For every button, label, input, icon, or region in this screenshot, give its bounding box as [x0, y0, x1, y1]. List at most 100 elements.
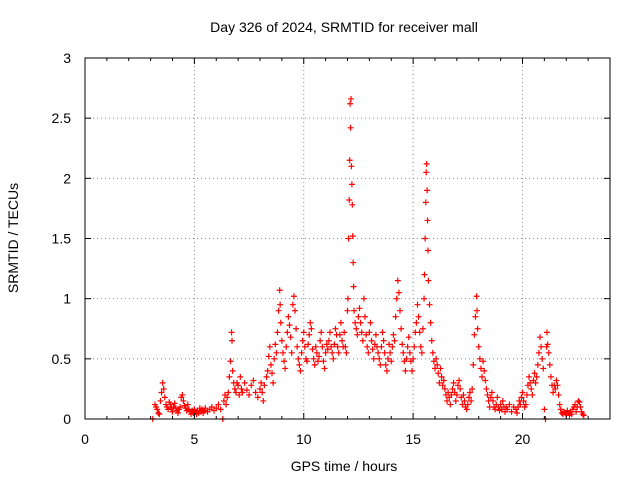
data-point — [236, 391, 243, 398]
data-point — [171, 400, 178, 407]
data-point — [357, 319, 364, 326]
data-point — [329, 349, 336, 356]
data-point — [506, 401, 513, 408]
data-point — [429, 349, 436, 356]
x-tick-label: 0 — [81, 431, 89, 447]
data-point — [351, 307, 358, 314]
data-point — [363, 331, 370, 338]
data-point — [308, 325, 315, 332]
data-point — [331, 341, 338, 348]
data-point — [425, 277, 432, 284]
data-point — [235, 382, 242, 389]
data-point — [470, 361, 477, 368]
data-point — [457, 385, 464, 392]
data-point — [159, 379, 166, 386]
data-point — [243, 387, 250, 394]
data-point — [307, 319, 314, 326]
data-point — [345, 235, 352, 242]
data-point — [417, 343, 424, 350]
data-point — [488, 389, 495, 396]
data-point — [313, 349, 320, 356]
data-point — [531, 370, 538, 377]
data-point — [359, 337, 366, 344]
data-point — [523, 391, 530, 398]
data-point — [400, 349, 407, 356]
data-point — [241, 379, 248, 386]
y-tick-label: 0.5 — [52, 351, 72, 367]
data-point — [424, 217, 431, 224]
data-point — [348, 163, 355, 170]
data-point — [304, 358, 311, 365]
x-axis-label: GPS time / hours — [291, 458, 398, 474]
data-point — [284, 329, 291, 336]
data-point — [272, 341, 279, 348]
data-point — [392, 313, 399, 320]
data-point — [277, 301, 284, 308]
data-point — [492, 406, 499, 413]
data-point — [328, 343, 335, 350]
data-point — [391, 337, 398, 344]
data-point — [364, 343, 371, 350]
data-point — [347, 100, 354, 107]
data-point — [343, 349, 350, 356]
data-point — [279, 349, 286, 356]
data-point — [267, 361, 274, 368]
data-point — [349, 233, 356, 240]
data-point — [353, 325, 360, 332]
data-point — [208, 403, 215, 410]
data-point — [229, 367, 236, 374]
data-point — [377, 361, 384, 368]
data-point — [335, 349, 342, 356]
data-point — [311, 361, 318, 368]
data-point — [520, 397, 527, 404]
data-point — [349, 201, 356, 208]
data-point — [248, 382, 255, 389]
data-point — [299, 337, 306, 344]
data-point — [479, 373, 486, 380]
data-point — [463, 406, 470, 413]
data-point — [389, 343, 396, 350]
data-point — [320, 358, 327, 365]
data-point — [444, 397, 451, 404]
data-point — [160, 385, 167, 392]
data-point — [526, 373, 533, 380]
data-point — [224, 394, 231, 401]
data-point — [540, 365, 547, 372]
data-point — [294, 343, 301, 350]
axis-ticks: 0 0.5 1 1.5 2 2.5 3 0 5 10 15 20 — [52, 50, 610, 447]
data-point — [289, 301, 296, 308]
data-point — [519, 389, 526, 396]
data-point — [386, 341, 393, 348]
data-point — [568, 411, 575, 418]
data-point — [229, 337, 235, 344]
data-points — [149, 95, 587, 422]
data-point — [305, 341, 312, 348]
data-point — [252, 389, 259, 396]
data-point — [346, 196, 353, 203]
data-point — [459, 401, 466, 408]
data-point — [327, 329, 333, 336]
data-point — [352, 319, 359, 326]
data-point — [413, 319, 420, 326]
data-point — [434, 361, 441, 368]
data-point — [354, 331, 361, 338]
data-point — [310, 355, 317, 362]
data-point — [278, 337, 285, 344]
data-point — [426, 301, 433, 308]
data-point — [293, 325, 300, 332]
data-point — [473, 293, 480, 300]
data-point — [213, 405, 220, 412]
data-point — [419, 325, 426, 332]
data-point — [344, 295, 351, 302]
data-point — [250, 377, 257, 384]
data-point — [273, 349, 280, 356]
data-point — [337, 319, 344, 326]
data-point — [368, 337, 375, 344]
data-point — [225, 389, 232, 396]
data-point — [474, 307, 480, 314]
data-point — [460, 391, 467, 398]
data-point — [445, 389, 452, 396]
data-point — [508, 408, 515, 415]
data-point — [539, 355, 546, 362]
data-point — [398, 325, 405, 332]
